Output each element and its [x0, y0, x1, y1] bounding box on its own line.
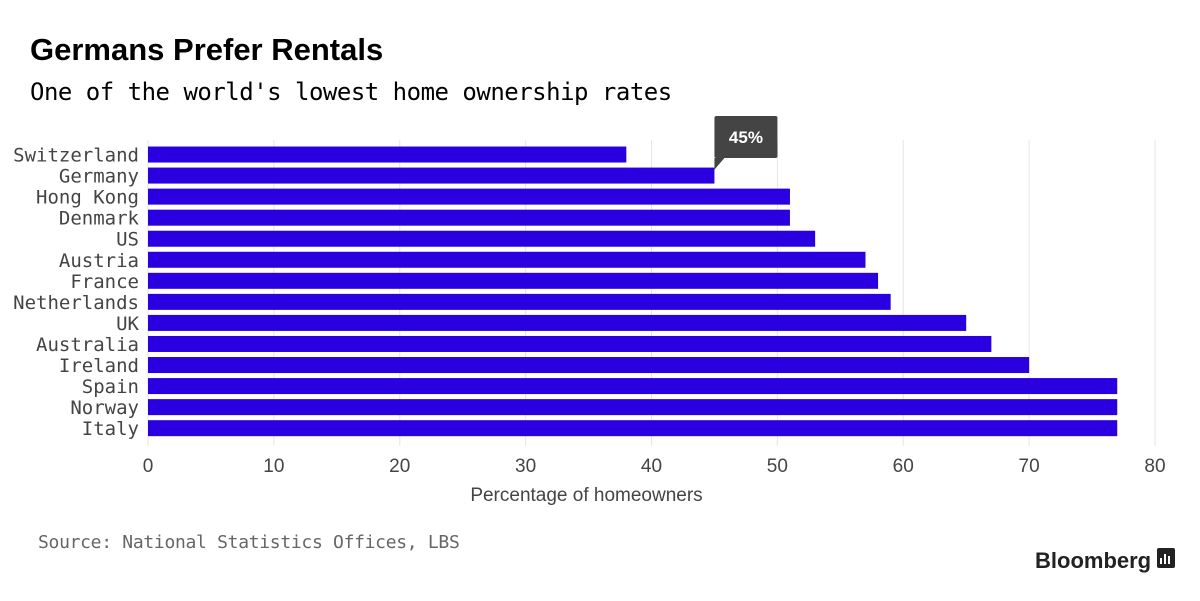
value-tooltip: 45%	[714, 116, 778, 170]
x-axis-title: Percentage of homeowners	[470, 485, 702, 506]
bar[interactable]	[148, 378, 1118, 395]
bar[interactable]	[148, 146, 627, 163]
x-tick-label: 80	[1144, 456, 1165, 477]
category-label: Hong Kong	[36, 187, 139, 209]
category-label: UK	[116, 313, 139, 335]
category-label: France	[70, 271, 139, 293]
x-tick-label: 40	[641, 456, 662, 477]
chart-subtitle: One of the world's lowest home ownership…	[30, 78, 672, 106]
bar[interactable]	[148, 230, 816, 247]
x-tick-label: 20	[389, 456, 410, 477]
category-label: Norway	[70, 397, 139, 419]
x-tick-label: 70	[1019, 456, 1040, 477]
brand-name: Bloomberg	[1035, 548, 1152, 573]
category-label: Denmark	[59, 208, 140, 230]
category-label: US	[116, 229, 139, 251]
tooltip-pointer	[714, 158, 725, 170]
chart-title: Germans Prefer Rentals	[30, 32, 384, 67]
source-note: Source: National Statistics Offices, LBS	[38, 532, 460, 553]
bloomberg-logo: Bloomberg	[1035, 548, 1176, 574]
bar[interactable]	[148, 335, 992, 352]
x-tick-label: 0	[143, 456, 154, 477]
category-label: Germany	[59, 166, 139, 188]
category-label: Spain	[82, 376, 139, 398]
category-label: Switzerland	[13, 145, 139, 167]
bar[interactable]	[148, 272, 879, 289]
bar[interactable]	[148, 188, 790, 205]
bar[interactable]	[148, 420, 1118, 437]
bar[interactable]	[148, 167, 715, 184]
x-tick-labels: 0 10 20 30 40 50 60 70 80	[143, 456, 1166, 477]
category-label: Austria	[59, 250, 139, 272]
bar[interactable]	[148, 209, 790, 226]
bar[interactable]	[148, 357, 1030, 374]
bar[interactable]	[148, 293, 891, 310]
category-label: Ireland	[59, 355, 139, 377]
bar[interactable]	[148, 399, 1118, 416]
x-tick-label: 30	[515, 456, 536, 477]
bars	[148, 146, 1118, 437]
bar[interactable]	[148, 314, 967, 331]
bloomberg-chart-icon	[1157, 548, 1176, 574]
category-label: Italy	[82, 418, 139, 440]
tooltip-label: 45%	[729, 128, 763, 147]
tooltip-background	[714, 116, 778, 158]
category-label: Netherlands	[13, 292, 139, 314]
bar[interactable]	[148, 251, 866, 268]
x-tick-label: 10	[263, 456, 284, 477]
category-label: Australia	[36, 334, 139, 356]
x-tick-label: 50	[767, 456, 788, 477]
x-tick-label: 60	[893, 456, 914, 477]
